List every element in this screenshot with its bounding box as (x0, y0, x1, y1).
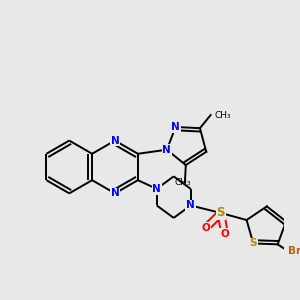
Text: S: S (250, 238, 257, 248)
Text: N: N (163, 145, 171, 155)
Text: O: O (201, 223, 210, 233)
Text: N: N (171, 122, 180, 132)
Text: N: N (152, 184, 161, 194)
Text: CH₃: CH₃ (175, 178, 191, 187)
Text: Br: Br (288, 246, 300, 256)
Text: CH₃: CH₃ (214, 110, 231, 119)
Text: S: S (217, 206, 225, 220)
Text: O: O (220, 229, 229, 239)
Text: N: N (186, 200, 195, 210)
Text: N: N (111, 136, 119, 146)
Text: N: N (111, 188, 119, 198)
